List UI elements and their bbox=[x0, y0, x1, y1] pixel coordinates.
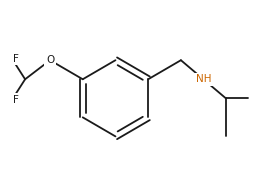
Text: O: O bbox=[46, 55, 54, 65]
Text: NH: NH bbox=[196, 74, 211, 84]
Text: F: F bbox=[13, 95, 19, 105]
Text: F: F bbox=[13, 54, 19, 64]
